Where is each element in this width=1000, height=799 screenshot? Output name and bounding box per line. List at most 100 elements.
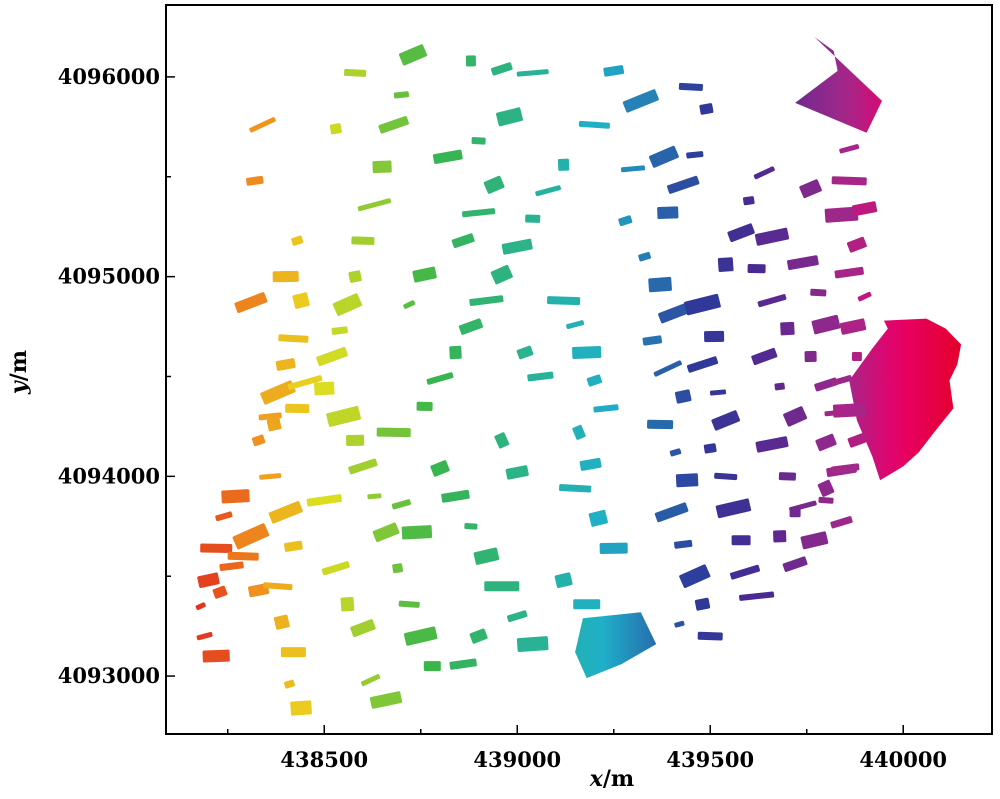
tick-labels: 438500 439000 439500 440000 4093000 4094000 40… bbox=[58, 64, 947, 772]
data-point bbox=[857, 291, 872, 302]
data-point bbox=[464, 522, 478, 530]
data-point bbox=[818, 496, 834, 504]
data-point bbox=[326, 405, 361, 427]
data-point bbox=[462, 208, 496, 218]
data-point bbox=[846, 236, 867, 253]
data-point bbox=[593, 404, 619, 413]
data-point bbox=[694, 597, 711, 611]
data-point bbox=[653, 360, 682, 377]
data-point bbox=[348, 270, 362, 283]
data-point bbox=[572, 346, 602, 359]
data-point bbox=[234, 292, 268, 314]
data-point bbox=[753, 166, 775, 180]
data-point bbox=[266, 417, 282, 432]
data-point bbox=[754, 227, 790, 246]
data-point bbox=[426, 372, 454, 385]
data-point bbox=[221, 489, 250, 504]
data-point bbox=[831, 463, 860, 474]
y-tick-label: 4093000 bbox=[58, 663, 160, 688]
data-point bbox=[285, 403, 310, 414]
y-tick-label: 4096000 bbox=[58, 64, 160, 89]
data-point bbox=[195, 602, 206, 611]
data-point bbox=[249, 117, 276, 133]
data-point bbox=[212, 585, 228, 599]
data-point bbox=[284, 679, 295, 689]
data-point bbox=[667, 175, 700, 194]
data-point bbox=[232, 523, 270, 550]
data-point bbox=[557, 158, 570, 171]
data-point bbox=[391, 499, 412, 510]
data-point bbox=[403, 300, 416, 309]
data-point bbox=[465, 55, 476, 67]
data-point bbox=[599, 542, 628, 555]
data-point bbox=[773, 530, 787, 543]
data-point bbox=[360, 674, 381, 687]
data-point bbox=[831, 176, 867, 186]
data-point bbox=[316, 346, 348, 367]
data-point bbox=[648, 145, 679, 168]
data-region bbox=[795, 37, 882, 133]
data-point bbox=[739, 591, 775, 601]
data-point bbox=[642, 335, 663, 346]
data-point bbox=[376, 427, 411, 438]
data-point bbox=[684, 293, 721, 316]
data-point bbox=[451, 233, 475, 249]
data-point bbox=[292, 292, 310, 309]
data-point bbox=[367, 493, 382, 500]
data-point bbox=[215, 511, 233, 522]
data-point bbox=[727, 223, 755, 243]
data-point bbox=[525, 214, 541, 223]
data-point bbox=[401, 525, 433, 540]
data-point bbox=[284, 540, 303, 552]
data-point bbox=[559, 484, 592, 493]
data-point bbox=[730, 564, 760, 580]
data-point bbox=[572, 424, 586, 440]
data-point bbox=[458, 318, 483, 335]
data-point bbox=[622, 89, 659, 113]
data-point bbox=[329, 123, 342, 135]
data-point bbox=[516, 345, 534, 360]
data-point bbox=[287, 375, 323, 390]
x-axis-title: x/m bbox=[589, 766, 634, 792]
data-point bbox=[202, 649, 230, 663]
data-point bbox=[830, 375, 853, 386]
data-point bbox=[348, 458, 378, 475]
data-point bbox=[717, 257, 734, 273]
data-point bbox=[815, 433, 837, 452]
data-point bbox=[275, 358, 296, 371]
data-point bbox=[731, 535, 751, 546]
data-region bbox=[849, 318, 962, 481]
data-point bbox=[747, 263, 766, 274]
data-point bbox=[804, 350, 817, 363]
data-point bbox=[416, 401, 433, 412]
data-point bbox=[197, 572, 220, 588]
data-point bbox=[430, 460, 450, 477]
data-point bbox=[484, 581, 520, 592]
x-axis-variable: x bbox=[589, 766, 604, 792]
data-point bbox=[715, 498, 752, 519]
data-point bbox=[372, 160, 392, 174]
data-point bbox=[483, 175, 505, 194]
data-point bbox=[495, 107, 524, 127]
data-point bbox=[832, 403, 866, 418]
data-point bbox=[834, 266, 864, 279]
data-point bbox=[392, 563, 404, 574]
data-point bbox=[686, 356, 719, 373]
data-point bbox=[638, 251, 651, 262]
data-point bbox=[393, 91, 410, 99]
data-point bbox=[742, 196, 755, 206]
x-tick-label: 439500 bbox=[666, 747, 754, 772]
data-point bbox=[618, 215, 633, 227]
data-point bbox=[369, 691, 403, 709]
data-point bbox=[787, 255, 819, 270]
data-point bbox=[711, 410, 741, 431]
data-point bbox=[697, 631, 723, 641]
data-region bbox=[575, 612, 657, 679]
plot-frame bbox=[165, 4, 993, 735]
data-point bbox=[824, 206, 859, 223]
data-point bbox=[280, 647, 306, 658]
data-point bbox=[259, 473, 282, 480]
data-point bbox=[398, 600, 420, 608]
data-point bbox=[839, 144, 860, 154]
data-point bbox=[579, 457, 602, 471]
